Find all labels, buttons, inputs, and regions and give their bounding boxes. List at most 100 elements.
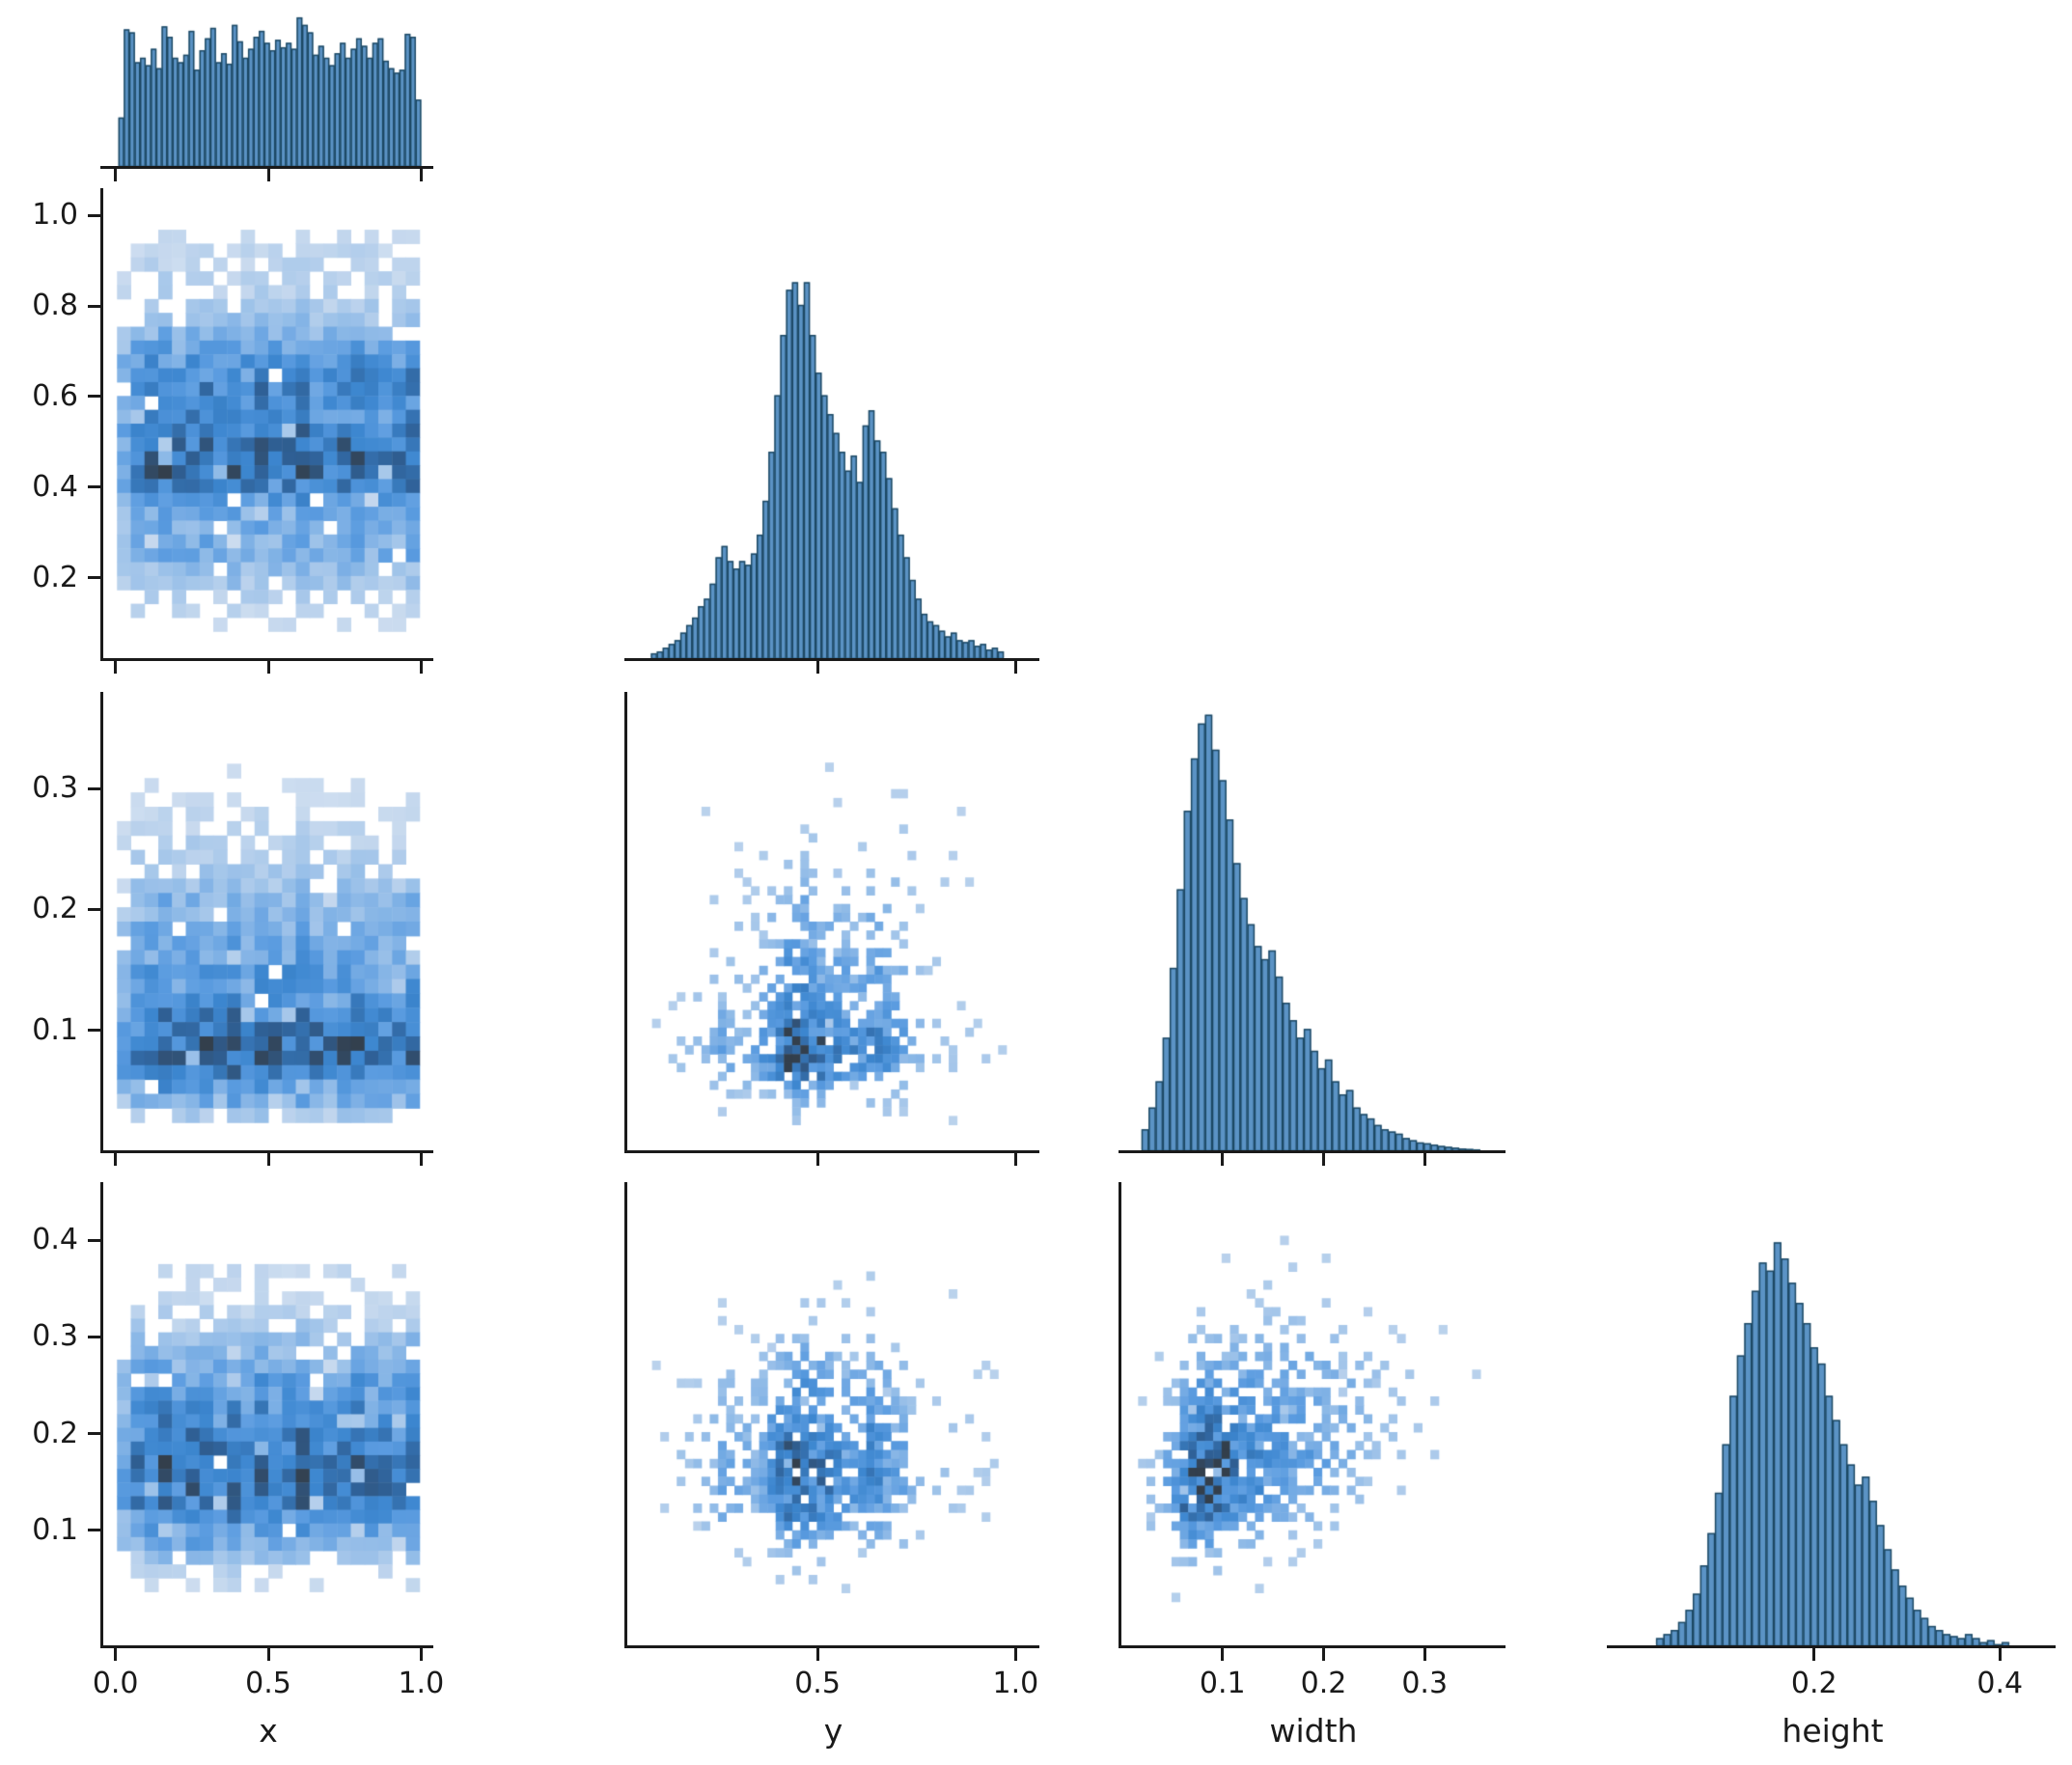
- x-tick-mark: [114, 661, 118, 674]
- y-tick-mark: [88, 576, 100, 580]
- y-tick-label: 0.2: [32, 560, 78, 594]
- left-spine: [100, 188, 103, 661]
- left-spine: [624, 1182, 627, 1648]
- x-tick-mark: [1423, 1648, 1426, 1661]
- x-tick-mark: [114, 1153, 118, 1166]
- y-tick-mark: [88, 1238, 100, 1242]
- x-tick-mark: [266, 169, 270, 181]
- plot-canvas: [103, 1182, 433, 1646]
- x-tick-mark: [1221, 1648, 1225, 1661]
- x-tick-mark: [419, 661, 423, 674]
- y-tick-label: 0.1: [32, 1012, 78, 1047]
- axis-label-bottom-x: x: [259, 1712, 278, 1750]
- bottom-spine: [100, 1150, 433, 1153]
- left-spine: [624, 692, 627, 1153]
- x-tick-mark: [1321, 1153, 1325, 1166]
- y-tick-label: 0.8: [32, 289, 78, 322]
- x-tick-label: 0.2: [1300, 1667, 1347, 1700]
- x-tick-mark: [114, 169, 118, 181]
- plot-canvas: [1610, 1182, 2056, 1646]
- bottom-spine: [1119, 1645, 1506, 1648]
- y-tick-mark: [88, 1432, 100, 1436]
- x-tick-label: 0.3: [1401, 1667, 1449, 1700]
- x-tick-mark: [266, 661, 270, 674]
- y-tick-label: 0.3: [32, 1319, 78, 1354]
- left-spine: [100, 1182, 103, 1648]
- y-tick-label: 0.3: [32, 771, 78, 806]
- panel-hist2d-height-vs-y: 0.5 1.0: [624, 1182, 1039, 1700]
- panel-hist-x: [100, 10, 433, 181]
- y-tick-mark: [88, 1029, 100, 1033]
- x-tick-label: 0.0: [92, 1667, 139, 1700]
- y-tick-label: 0.2: [32, 1416, 78, 1450]
- bottom-spine: [624, 1150, 1039, 1153]
- x-tick-mark: [419, 169, 423, 181]
- bottom-spine: [1607, 1645, 2056, 1648]
- y-tick-mark: [88, 304, 100, 308]
- plot-canvas: [1121, 1182, 1506, 1646]
- y-tick-mark: [88, 907, 100, 911]
- bottom-spine: [1119, 1150, 1506, 1153]
- x-tick-label: 0.2: [1790, 1667, 1837, 1700]
- x-tick-mark: [266, 1648, 270, 1661]
- y-tick-label: 0.4: [32, 1223, 78, 1257]
- plot-canvas: [103, 188, 433, 659]
- x-tick-label: 0.4: [1976, 1667, 2024, 1700]
- panel-hist2d-y-vs-x: 0.2 0.4 0.6 0.8 1.0: [32, 188, 433, 674]
- x-tick-mark: [815, 1153, 819, 1166]
- y-tick-label: 0.2: [32, 892, 78, 926]
- x-tick-mark: [419, 1648, 423, 1661]
- x-tick-mark: [1013, 1648, 1017, 1661]
- x-tick-mark: [1998, 1648, 2002, 1661]
- bottom-spine: [624, 658, 1039, 661]
- bottom-spine: [624, 1645, 1039, 1648]
- panel-hist2d-height-vs-x: 0.0 0.5 1.0 0.1 0.2 0.3 0.4: [32, 1182, 444, 1700]
- y-tick-mark: [88, 1529, 100, 1532]
- x-tick-label: 0.1: [1199, 1667, 1246, 1700]
- x-tick-label: 1.0: [398, 1667, 445, 1700]
- axis-label-bottom-y: y: [823, 1712, 843, 1750]
- x-tick-mark: [815, 1648, 819, 1661]
- bottom-spine: [100, 166, 433, 169]
- y-tick-label: 0.6: [32, 378, 78, 413]
- y-tick-mark: [88, 395, 100, 399]
- x-tick-label: 0.5: [794, 1667, 841, 1700]
- x-tick-mark: [1812, 1648, 1816, 1661]
- panel-hist2d-width-vs-y: [624, 692, 1039, 1166]
- plot-canvas: [103, 692, 433, 1151]
- x-tick-mark: [1013, 661, 1017, 674]
- x-tick-mark: [114, 1648, 118, 1661]
- bottom-spine: [100, 1645, 433, 1648]
- plot-canvas: [627, 692, 1039, 1151]
- y-tick-mark: [88, 1335, 100, 1338]
- y-tick-mark: [88, 786, 100, 790]
- y-tick-mark: [88, 485, 100, 489]
- x-tick-mark: [1013, 1153, 1017, 1166]
- plot-canvas: [1121, 692, 1506, 1151]
- x-tick-mark: [815, 661, 819, 674]
- x-tick-label: 1.0: [992, 1667, 1039, 1700]
- y-tick-mark: [88, 213, 100, 217]
- plot-canvas: [103, 10, 433, 167]
- y-tick-label: 0.1: [32, 1512, 78, 1547]
- x-tick-mark: [1221, 1153, 1225, 1166]
- x-tick-mark: [1423, 1153, 1426, 1166]
- panel-hist-height: 0.2 0.4: [1607, 1182, 2056, 1700]
- panel-hist-y: [624, 188, 1039, 674]
- plot-canvas: [627, 1182, 1039, 1646]
- y-tick-label: 0.4: [32, 469, 78, 504]
- axis-label-bottom-height: height: [1782, 1712, 1884, 1750]
- x-tick-mark: [1321, 1648, 1325, 1661]
- x-tick-mark: [266, 1153, 270, 1166]
- panel-hist2d-height-vs-width: 0.1 0.2 0.3: [1119, 1182, 1506, 1700]
- y-tick-label: 1.0: [32, 198, 78, 233]
- x-tick-mark: [419, 1153, 423, 1166]
- bottom-spine: [100, 658, 433, 661]
- panel-hist-width: [1119, 692, 1506, 1166]
- plot-canvas: [627, 188, 1039, 659]
- panel-hist2d-width-vs-x: 0.1 0.2 0.3: [32, 692, 433, 1166]
- axis-label-bottom-width: width: [1269, 1712, 1358, 1750]
- left-spine: [100, 692, 103, 1153]
- x-tick-label: 0.5: [245, 1667, 291, 1700]
